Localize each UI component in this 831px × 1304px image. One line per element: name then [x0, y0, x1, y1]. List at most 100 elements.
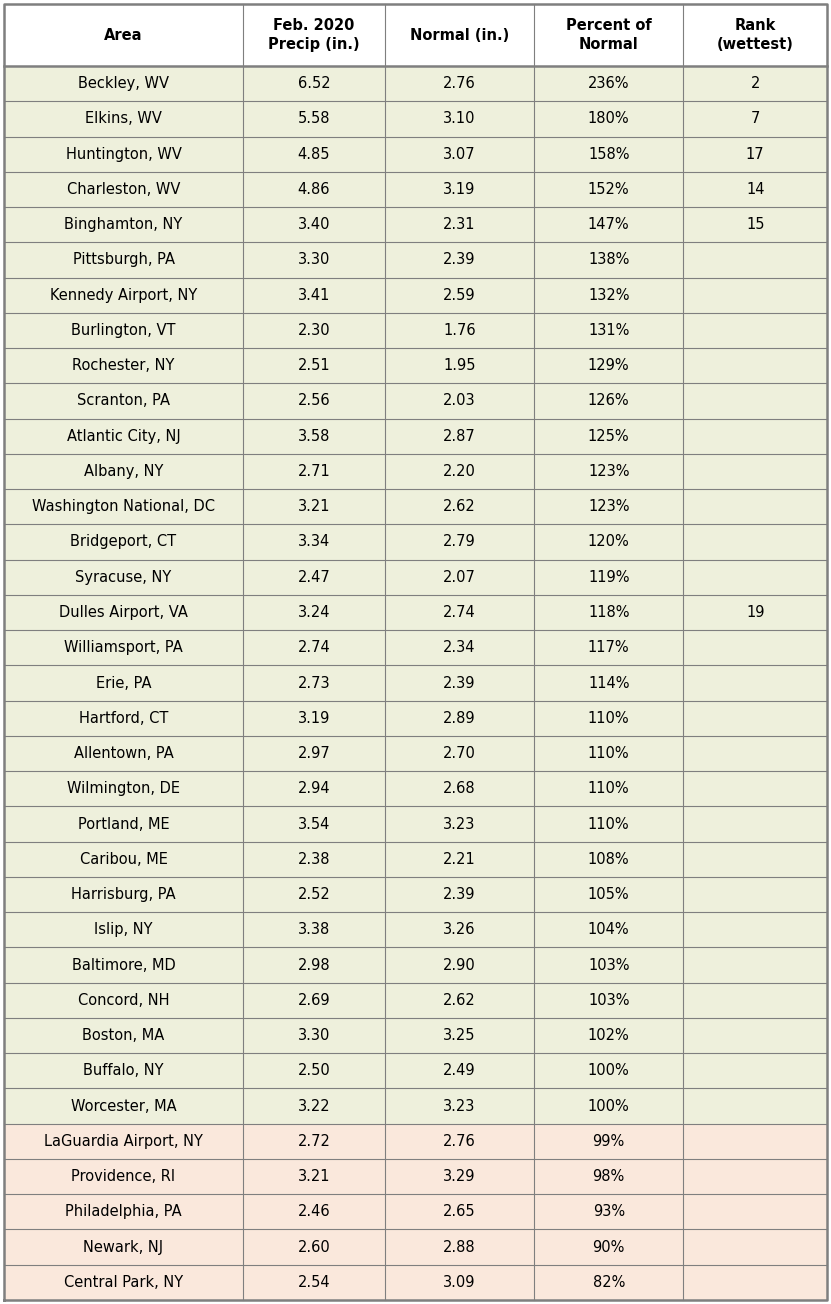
- Text: 2.30: 2.30: [297, 323, 330, 338]
- Text: 2.65: 2.65: [443, 1205, 475, 1219]
- Text: 3.24: 3.24: [297, 605, 330, 619]
- Text: 147%: 147%: [588, 218, 630, 232]
- Text: 2.70: 2.70: [443, 746, 476, 762]
- Bar: [4, 102, 827, 137]
- Bar: [4, 559, 827, 595]
- Text: Area: Area: [105, 27, 143, 43]
- Bar: [4, 913, 827, 948]
- Text: 3.22: 3.22: [297, 1098, 330, 1114]
- Text: Portland, ME: Portland, ME: [78, 816, 170, 832]
- Text: 114%: 114%: [588, 675, 629, 691]
- Text: Beckley, WV: Beckley, WV: [78, 76, 169, 91]
- Text: 93%: 93%: [593, 1205, 625, 1219]
- Text: 2.51: 2.51: [297, 359, 330, 373]
- Bar: [4, 1230, 827, 1265]
- Bar: [4, 454, 827, 489]
- Bar: [4, 1265, 827, 1300]
- Text: 3.21: 3.21: [297, 1170, 330, 1184]
- Text: 3.58: 3.58: [297, 429, 330, 443]
- Text: 2: 2: [750, 76, 760, 91]
- Text: 7: 7: [750, 111, 760, 126]
- Text: Boston, MA: Boston, MA: [82, 1028, 165, 1043]
- Text: Dulles Airport, VA: Dulles Airport, VA: [59, 605, 188, 619]
- Text: 2.73: 2.73: [297, 675, 330, 691]
- Text: 15: 15: [746, 218, 765, 232]
- Text: 1.95: 1.95: [443, 359, 475, 373]
- Text: Charleston, WV: Charleston, WV: [66, 181, 180, 197]
- Text: 3.29: 3.29: [443, 1170, 475, 1184]
- Text: 131%: 131%: [588, 323, 629, 338]
- Text: 2.39: 2.39: [443, 887, 475, 902]
- Text: 2.94: 2.94: [297, 781, 330, 797]
- Text: 14: 14: [746, 181, 765, 197]
- Text: 2.39: 2.39: [443, 253, 475, 267]
- Text: 2.88: 2.88: [443, 1240, 475, 1254]
- Text: 2.62: 2.62: [443, 992, 475, 1008]
- Text: 126%: 126%: [588, 394, 630, 408]
- Bar: [4, 278, 827, 313]
- Text: 2.31: 2.31: [443, 218, 475, 232]
- Text: 138%: 138%: [588, 253, 629, 267]
- Text: Kennedy Airport, NY: Kennedy Airport, NY: [50, 288, 197, 303]
- Text: 103%: 103%: [588, 957, 629, 973]
- Bar: [4, 806, 827, 841]
- Text: 236%: 236%: [588, 76, 629, 91]
- Bar: [4, 1054, 827, 1089]
- Text: Harrisburg, PA: Harrisburg, PA: [71, 887, 176, 902]
- Text: 125%: 125%: [588, 429, 630, 443]
- Text: 117%: 117%: [588, 640, 630, 655]
- Bar: [4, 524, 827, 559]
- Text: Allentown, PA: Allentown, PA: [74, 746, 174, 762]
- Text: Concord, NH: Concord, NH: [78, 992, 170, 1008]
- Text: Binghamton, NY: Binghamton, NY: [65, 218, 183, 232]
- Text: Buffalo, NY: Buffalo, NY: [83, 1063, 164, 1078]
- Text: Caribou, ME: Caribou, ME: [80, 852, 168, 867]
- Text: 100%: 100%: [588, 1063, 630, 1078]
- Text: 123%: 123%: [588, 464, 629, 479]
- Text: 3.38: 3.38: [297, 922, 330, 938]
- Text: Rank
(wettest): Rank (wettest): [717, 18, 794, 52]
- Text: Providence, RI: Providence, RI: [71, 1170, 175, 1184]
- Text: 2.07: 2.07: [443, 570, 476, 584]
- Bar: [4, 665, 827, 700]
- Text: 3.09: 3.09: [443, 1275, 475, 1290]
- Text: 2.56: 2.56: [297, 394, 330, 408]
- Text: 2.68: 2.68: [443, 781, 475, 797]
- Text: 17: 17: [746, 146, 765, 162]
- Text: 2.72: 2.72: [297, 1134, 330, 1149]
- Text: 110%: 110%: [588, 746, 630, 762]
- Text: 110%: 110%: [588, 781, 630, 797]
- Text: 2.71: 2.71: [297, 464, 330, 479]
- Text: 2.90: 2.90: [443, 957, 475, 973]
- Text: 2.03: 2.03: [443, 394, 475, 408]
- Bar: [4, 172, 827, 207]
- Text: 3.19: 3.19: [443, 181, 475, 197]
- Bar: [4, 207, 827, 243]
- Text: 82%: 82%: [593, 1275, 625, 1290]
- Text: 118%: 118%: [588, 605, 629, 619]
- Bar: [4, 948, 827, 983]
- Text: 108%: 108%: [588, 852, 630, 867]
- Text: 3.21: 3.21: [297, 499, 330, 514]
- Text: Normal (in.): Normal (in.): [410, 27, 509, 43]
- Text: 3.19: 3.19: [297, 711, 330, 726]
- Text: 132%: 132%: [588, 288, 629, 303]
- Bar: [4, 841, 827, 876]
- Bar: [4, 630, 827, 665]
- Text: 2.21: 2.21: [443, 852, 475, 867]
- Text: LaGuardia Airport, NY: LaGuardia Airport, NY: [44, 1134, 203, 1149]
- Text: Newark, NJ: Newark, NJ: [83, 1240, 164, 1254]
- Bar: [4, 243, 827, 278]
- Text: Syracuse, NY: Syracuse, NY: [76, 570, 172, 584]
- Text: 129%: 129%: [588, 359, 630, 373]
- Text: 4.85: 4.85: [297, 146, 330, 162]
- Text: 6.52: 6.52: [297, 76, 330, 91]
- Text: 3.41: 3.41: [297, 288, 330, 303]
- Text: 2.54: 2.54: [297, 1275, 330, 1290]
- Text: 3.30: 3.30: [297, 1028, 330, 1043]
- Text: 123%: 123%: [588, 499, 629, 514]
- Text: Feb. 2020
Precip (in.): Feb. 2020 Precip (in.): [268, 18, 360, 52]
- Text: 2.59: 2.59: [443, 288, 475, 303]
- Text: 3.54: 3.54: [297, 816, 330, 832]
- Text: Burlington, VT: Burlington, VT: [71, 323, 176, 338]
